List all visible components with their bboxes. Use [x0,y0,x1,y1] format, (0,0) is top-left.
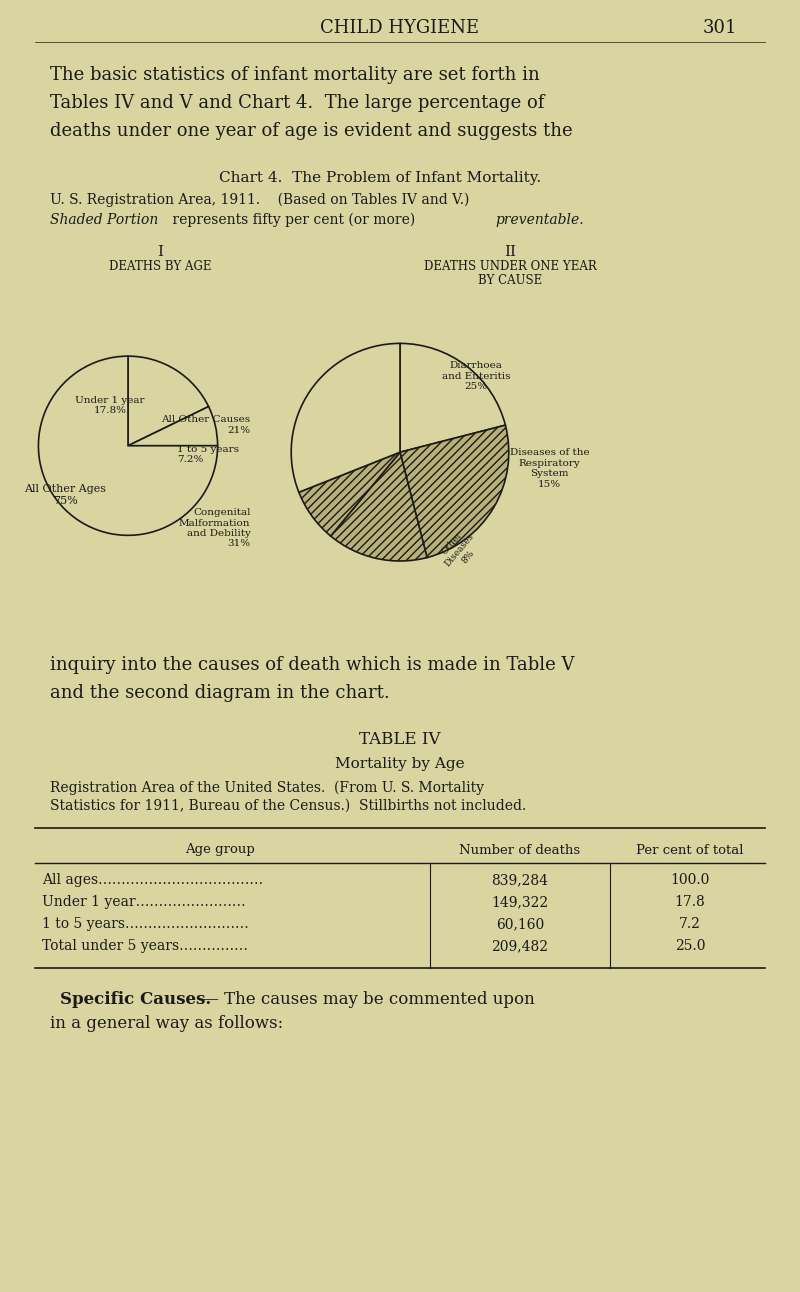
Text: The basic statistics of infant mortality are set forth in: The basic statistics of infant mortality… [50,66,540,84]
Text: 7.2: 7.2 [679,917,701,932]
Text: — The causes may be commented upon: — The causes may be commented upon [197,991,534,1009]
Text: Diseases of the
Respiratory
System
15%: Diseases of the Respiratory System 15% [510,448,590,488]
Text: All Other Ages
75%: All Other Ages 75% [24,484,106,506]
Text: 209,482: 209,482 [491,939,549,953]
Wedge shape [38,357,218,535]
Text: represents fifty per cent (or more): represents fifty per cent (or more) [168,213,420,227]
Text: U. S. Registration Area, 1911.    (Based on Tables IV and V.): U. S. Registration Area, 1911. (Based on… [50,193,470,207]
Text: in a general way as follows:: in a general way as follows: [50,1016,283,1032]
Text: Specific Causes.: Specific Causes. [60,991,211,1009]
Text: 149,322: 149,322 [491,895,549,910]
Text: and the second diagram in the chart.: and the second diagram in the chart. [50,683,390,702]
Wedge shape [299,452,400,536]
Text: DEATHS BY AGE: DEATHS BY AGE [109,261,211,274]
Text: Other
Diseases
8%: Other Diseases 8% [435,525,484,575]
Text: I: I [157,245,163,258]
Text: Shaded Portion: Shaded Portion [50,213,158,227]
Text: II: II [504,245,516,258]
Text: 1 to 5 years
7.2%: 1 to 5 years 7.2% [178,444,239,464]
Wedge shape [128,357,209,446]
Text: CHILD HYGIENE: CHILD HYGIENE [321,19,479,37]
Text: Under 1 year……………………: Under 1 year…………………… [42,895,246,910]
Wedge shape [128,407,218,446]
Text: Under 1 year
17.8%: Under 1 year 17.8% [75,395,145,415]
Text: DEATHS UNDER ONE YEAR: DEATHS UNDER ONE YEAR [424,261,596,274]
Wedge shape [330,452,427,561]
Text: 839,284: 839,284 [491,873,549,888]
Text: Mortality by Age: Mortality by Age [335,757,465,771]
Text: 100.0: 100.0 [670,873,710,888]
Text: TABLE IV: TABLE IV [359,731,441,748]
Text: All Other Causes
21%: All Other Causes 21% [162,415,250,434]
Text: 60,160: 60,160 [496,917,544,932]
Text: preventable.: preventable. [495,213,584,227]
Text: Tables IV and V and Chart 4.  The large percentage of: Tables IV and V and Chart 4. The large p… [50,94,544,112]
Text: inquiry into the causes of death which is made in Table V: inquiry into the causes of death which i… [50,656,574,674]
Wedge shape [400,425,509,558]
Text: Age group: Age group [185,844,255,857]
Text: 17.8: 17.8 [674,895,706,910]
Text: Total under 5 years……………: Total under 5 years…………… [42,939,248,953]
Text: 1 to 5 years………………………: 1 to 5 years……………………… [42,917,249,932]
Wedge shape [291,344,400,492]
Text: Number of deaths: Number of deaths [459,844,581,857]
Text: Per cent of total: Per cent of total [636,844,744,857]
Text: Diarrhoea
and Enteritis
25%: Diarrhoea and Enteritis 25% [442,362,510,391]
Text: Statistics for 1911, Bureau of the Census.)  Stillbirths not included.: Statistics for 1911, Bureau of the Censu… [50,798,526,813]
Text: BY CAUSE: BY CAUSE [478,274,542,288]
Text: All ages………………………………: All ages……………………………… [42,873,263,888]
Text: 301: 301 [702,19,738,37]
Text: 25.0: 25.0 [674,939,706,953]
Text: Registration Area of the United States.  (From U. S. Mortality: Registration Area of the United States. … [50,780,484,795]
Text: deaths under one year of age is evident and suggests the: deaths under one year of age is evident … [50,121,573,140]
Wedge shape [400,344,506,452]
Text: Chart 4.  The Problem of Infant Mortality.: Chart 4. The Problem of Infant Mortality… [219,171,541,185]
Text: Congenital
Malformation
and Debility
31%: Congenital Malformation and Debility 31% [179,508,250,549]
